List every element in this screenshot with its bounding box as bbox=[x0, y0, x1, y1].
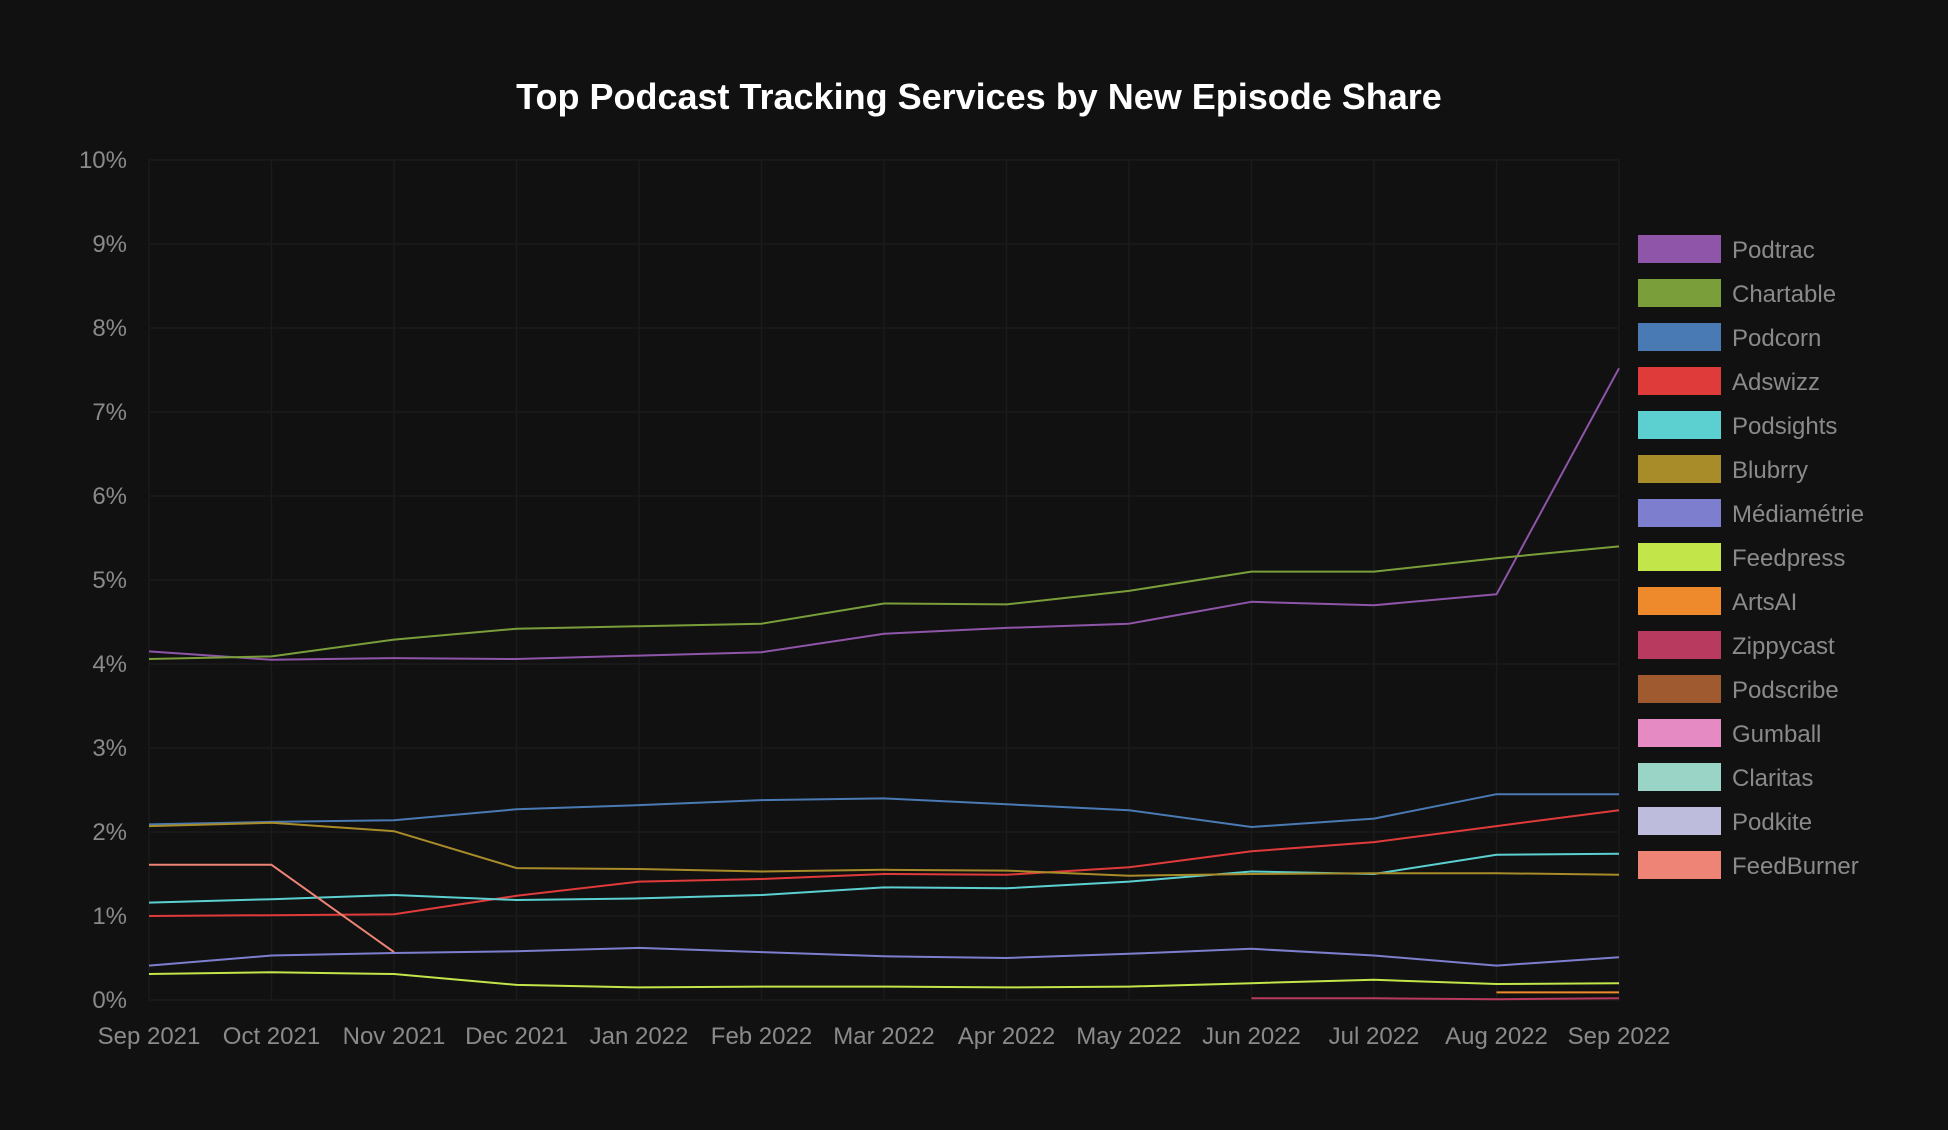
x-tick-label: Apr 2022 bbox=[958, 1023, 1055, 1050]
legend-label: Claritas bbox=[1732, 765, 1813, 792]
series-line-médiamétrie bbox=[148, 946, 1620, 967]
legend-swatch bbox=[1638, 455, 1721, 483]
legend-item[interactable]: Zippycast bbox=[1638, 631, 1835, 660]
legend-item[interactable]: Podcorn bbox=[1638, 323, 1821, 352]
series-line-zippycast bbox=[1251, 997, 1620, 1001]
legend-item[interactable]: Chartable bbox=[1638, 279, 1836, 308]
y-tick-label: 3% bbox=[92, 735, 127, 762]
grid-layer bbox=[148, 159, 1620, 1001]
x-tick-label: Dec 2021 bbox=[465, 1023, 568, 1050]
x-tick-label: Jun 2022 bbox=[1202, 1023, 1301, 1050]
y-tick-label: 10% bbox=[79, 147, 127, 174]
series-line-feedburner bbox=[149, 863, 395, 953]
series-line-podtrac bbox=[148, 367, 1620, 661]
legend-label: Gumball bbox=[1732, 721, 1821, 748]
legend-swatch bbox=[1638, 367, 1721, 395]
legend-label: Podcorn bbox=[1732, 325, 1821, 352]
legend-item[interactable]: FeedBurner bbox=[1638, 851, 1859, 880]
legend-swatch bbox=[1638, 279, 1721, 307]
series-line-podcorn bbox=[148, 793, 1619, 828]
legend-label: Podsights bbox=[1732, 413, 1837, 440]
legend-item[interactable]: Gumball bbox=[1638, 719, 1821, 748]
legend-item[interactable]: Podtrac bbox=[1638, 235, 1815, 264]
series-line-blubrry bbox=[148, 821, 1620, 877]
y-tick-label: 4% bbox=[92, 651, 127, 678]
legend-label: Zippycast bbox=[1732, 633, 1835, 660]
x-tick-label: Feb 2022 bbox=[711, 1023, 812, 1050]
chart-title: Top Podcast Tracking Services by New Epi… bbox=[516, 76, 1442, 117]
legend-label: Podtrac bbox=[1732, 237, 1815, 264]
legend-item[interactable]: Podkite bbox=[1638, 807, 1812, 836]
legend-swatch bbox=[1638, 587, 1721, 615]
legend-swatch bbox=[1638, 323, 1721, 351]
series-line-adswizz bbox=[148, 809, 1620, 917]
legend-swatch bbox=[1638, 499, 1721, 527]
series-layer bbox=[148, 367, 1620, 1001]
series-line-feedpress bbox=[148, 971, 1620, 989]
legend-swatch bbox=[1638, 675, 1721, 703]
legend-item[interactable]: Feedpress bbox=[1638, 543, 1845, 572]
legend-label: Blubrry bbox=[1732, 457, 1808, 484]
legend-label: Podscribe bbox=[1732, 677, 1839, 704]
legend-item[interactable]: Adswizz bbox=[1638, 367, 1820, 396]
legend-item[interactable]: ArtsAI bbox=[1638, 587, 1797, 616]
legend-label: ArtsAI bbox=[1732, 589, 1797, 616]
x-tick-label: Sep 2022 bbox=[1568, 1023, 1671, 1050]
y-tick-label: 2% bbox=[92, 819, 127, 846]
legend-item[interactable]: Médiamétrie bbox=[1638, 499, 1864, 528]
legend-label: Médiamétrie bbox=[1732, 501, 1864, 528]
legend-item[interactable]: Podsights bbox=[1638, 411, 1837, 440]
legend-swatch bbox=[1638, 719, 1721, 747]
y-tick-label: 7% bbox=[92, 399, 127, 426]
legend-swatch bbox=[1638, 543, 1721, 571]
legend-swatch bbox=[1638, 631, 1721, 659]
legend-item[interactable]: Blubrry bbox=[1638, 455, 1808, 484]
y-tick-label: 1% bbox=[92, 903, 127, 930]
x-tick-label: Oct 2021 bbox=[223, 1023, 320, 1050]
x-tick-label: May 2022 bbox=[1076, 1023, 1181, 1050]
legend[interactable]: Podtrac Chartable Podcorn Adswizz Podsights B… bbox=[1638, 235, 1864, 880]
y-tick-label: 9% bbox=[92, 231, 127, 258]
legend-swatch bbox=[1638, 851, 1721, 879]
legend-item[interactable]: Podscribe bbox=[1638, 675, 1839, 704]
legend-label: Podkite bbox=[1732, 809, 1812, 836]
y-tick-label: 5% bbox=[92, 567, 127, 594]
y-tick-label: 0% bbox=[92, 987, 127, 1014]
legend-label: Chartable bbox=[1732, 281, 1836, 308]
x-tick-label: Jan 2022 bbox=[590, 1023, 689, 1050]
y-tick-label: 6% bbox=[92, 483, 127, 510]
y-tick-label: 8% bbox=[92, 315, 127, 342]
x-tick-label: Mar 2022 bbox=[833, 1023, 934, 1050]
x-tick-label: Nov 2021 bbox=[343, 1023, 446, 1050]
y-axis: 0% 1% 2% 3% 4% 5% 6% 7% 8% 9% 10% bbox=[79, 147, 127, 1014]
legend-swatch bbox=[1638, 763, 1721, 791]
x-tick-label: Jul 2022 bbox=[1329, 1023, 1420, 1050]
legend-swatch bbox=[1638, 411, 1721, 439]
legend-label: Feedpress bbox=[1732, 545, 1845, 572]
legend-swatch bbox=[1638, 235, 1721, 263]
x-tick-label: Sep 2021 bbox=[98, 1023, 201, 1050]
x-axis: Sep 2021 Oct 2021 Nov 2021 Dec 2021 Jan 2022… bbox=[98, 1023, 1671, 1050]
legend-label: Adswizz bbox=[1732, 369, 1820, 396]
legend-swatch bbox=[1638, 807, 1721, 835]
legend-item[interactable]: Claritas bbox=[1638, 763, 1813, 792]
legend-label: FeedBurner bbox=[1732, 853, 1859, 880]
series-line-chartable bbox=[148, 545, 1620, 660]
x-tick-label: Aug 2022 bbox=[1445, 1023, 1548, 1050]
